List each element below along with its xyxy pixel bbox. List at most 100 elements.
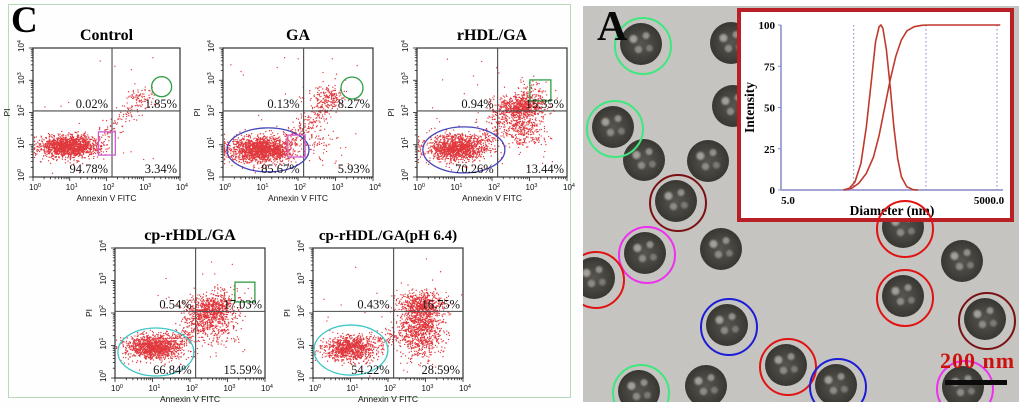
scatter-points: [115, 261, 253, 372]
quadrant-percentage: 70.26%: [455, 162, 494, 176]
axis-tick-label: 100: [99, 370, 108, 382]
axis-tick-label: 102: [401, 105, 410, 117]
axis-ticks: [309, 247, 464, 382]
y-axis-title: PI: [192, 108, 202, 116]
y-axis-title: PI: [2, 108, 12, 116]
plot-frame: [312, 247, 464, 379]
axis-tick-label: 101: [297, 338, 306, 350]
axis-tick-label: 101: [451, 183, 463, 192]
axis-tick-label: 102: [294, 183, 306, 192]
axis-tick-label: 104: [369, 183, 381, 192]
axis-tick-label: 103: [17, 72, 26, 84]
axis-tick-label: 104: [459, 384, 471, 393]
scale-bar-line: [945, 380, 1007, 385]
quadrant-percentage: 0.13%: [267, 97, 299, 111]
quadrant-percentage: 0.54%: [159, 297, 191, 311]
particle-ring-red: [876, 269, 934, 327]
nanoparticle: [700, 228, 742, 270]
axis-tick-label: 101: [17, 137, 26, 149]
intensity-axis-title: Intensity: [742, 82, 757, 133]
scatter-points: [417, 58, 558, 171]
quadrant-percentage: 17.03%: [223, 297, 262, 311]
axis-tick-label: 102: [384, 384, 396, 393]
axis-tick-label: 101: [66, 183, 78, 192]
quadrant-percentage: 15.35%: [525, 97, 564, 111]
axis-tick-label: 103: [224, 384, 236, 393]
plot-title: rHDL/GA: [457, 27, 528, 44]
particle-ring-darkred: [649, 174, 707, 232]
particle-ring-blue: [700, 298, 758, 356]
axis-tick-label: 101: [347, 384, 359, 393]
axis-tick-label: 100: [17, 169, 26, 181]
quadrant-percentage: 5.93%: [338, 162, 370, 176]
axis-tick-label: 101: [99, 338, 108, 350]
y-tick-label: 75: [764, 61, 776, 73]
axis-tick-label: 100: [207, 169, 216, 181]
curve-cumulative-undersize: [843, 24, 1001, 191]
axis-ticks: [219, 47, 374, 181]
quadrant-percentage: 0.94%: [461, 97, 493, 111]
scale-bar-label: 200 nm: [940, 348, 1016, 373]
gate-rect: [97, 131, 116, 156]
axis-tick-label: 102: [488, 183, 500, 192]
axis-tick-label: 103: [139, 183, 151, 192]
particle-ring-magenta: [618, 226, 676, 284]
gate-ellipse: [422, 126, 506, 174]
y-tick-label: 25: [764, 144, 776, 156]
axis-tick-label: 103: [332, 183, 344, 192]
y-axis-title: PI: [386, 108, 396, 116]
axis-ticks: [29, 47, 181, 181]
quadrant-percentage: 94.78%: [69, 162, 108, 176]
axis-tick-label: 102: [186, 384, 198, 393]
dls-inset-panel: 0 25 50 75 100 5.0 5000.0 Intensity Diameter (nm…: [737, 8, 1014, 222]
axis-tick-label: 104: [261, 384, 273, 393]
x-tick-label-max: 5000.0: [974, 195, 1005, 207]
quadrant-percentage: 8.27%: [338, 97, 370, 111]
axis-tick-label: 101: [401, 137, 410, 149]
particle-ring-green: [586, 100, 644, 158]
axis-tick-label: 102: [207, 105, 216, 117]
axis-tick-label: 101: [207, 137, 216, 149]
axis-tick-label: 103: [401, 72, 410, 84]
axis-tick-label: 100: [401, 169, 410, 181]
plot-title: Control: [80, 27, 134, 44]
curve-intensity-distribution: [843, 23, 919, 191]
axis-tick-label: 100: [219, 183, 231, 192]
particle-ring-red: [876, 200, 934, 258]
axis-tick-label: 101: [149, 384, 161, 393]
scatter-points: [313, 258, 463, 377]
y-axis-title: PI: [84, 309, 94, 317]
axis-tick-label: 104: [563, 183, 575, 192]
axis-tick-label: 103: [297, 273, 306, 285]
x-axis-title: Annexin V FITC: [160, 394, 220, 404]
axis-tick-label: 103: [99, 273, 108, 285]
gate-circle: [340, 76, 364, 100]
y-tick-label: 100: [759, 20, 776, 32]
quadrant-percentage: 85.67%: [261, 162, 300, 176]
panel-a-label: A: [597, 6, 628, 50]
axis-ticks: [413, 47, 568, 181]
axis-tick-label: 103: [526, 183, 538, 192]
plot-frame: [114, 247, 266, 379]
plot-title: GA: [286, 27, 310, 44]
panel-a-tem-image: 0 25 50 75 100 5.0 5000.0 Intensity Diameter (nm…: [583, 6, 1019, 402]
panel-c-flow-cytometry: C Control 0.02% 1.85% 94.78% 3.34% 100 100 101 1…: [2, 2, 575, 404]
axis-tick-label: 102: [17, 105, 26, 117]
quadrant-percentage: 3.34%: [145, 162, 177, 176]
quadrant-percentage: 0.02%: [76, 97, 108, 111]
scatter-points: [33, 57, 158, 174]
axis-tick-label: 100: [111, 384, 123, 393]
gate-rect: [529, 79, 552, 102]
particle-ring-green: [614, 17, 672, 75]
axis-tick-label: 104: [401, 40, 410, 52]
quadrant-percentage: 54.22%: [351, 363, 390, 377]
x-axis-title: Annexin V FITC: [358, 394, 418, 404]
scatter-points: [223, 57, 361, 174]
x-axis-title: Annexin V FITC: [462, 193, 522, 203]
axis-tick-label: 100: [29, 183, 41, 192]
